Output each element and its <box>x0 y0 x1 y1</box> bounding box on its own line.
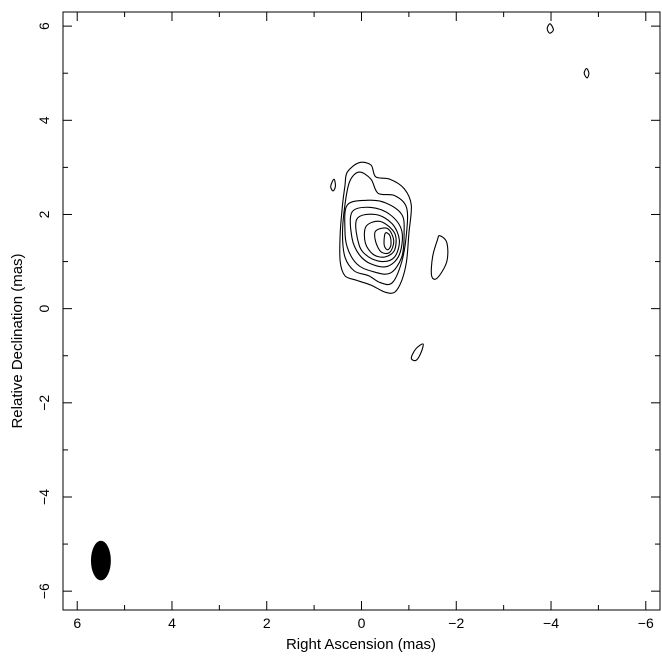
contour-level-7 <box>374 227 395 255</box>
contour-level-5 <box>355 213 400 263</box>
contour-level-1 <box>339 161 412 294</box>
y-tick-label: 2 <box>36 210 52 218</box>
beam-ellipse <box>90 540 111 581</box>
y-tick-label: −6 <box>36 583 52 599</box>
contour-level-8 <box>383 232 392 251</box>
y-tick-label: 4 <box>36 116 52 124</box>
contour-level-2 <box>341 171 409 286</box>
y-tick-label: 0 <box>36 305 52 313</box>
contour-blob-east <box>330 178 336 192</box>
x-tick-label: −6 <box>638 615 654 631</box>
y-tick-label: 6 <box>36 22 52 30</box>
contour-blob-ne-2 <box>583 67 590 79</box>
x-tick-label: 2 <box>263 615 271 631</box>
x-tick-label: 0 <box>358 615 366 631</box>
x-tick-label: 6 <box>73 615 81 631</box>
y-tick-label: −2 <box>36 395 52 411</box>
y-axis-title: Relative Declination (mas) <box>9 253 26 428</box>
contour-blob-ne-1 <box>546 23 554 34</box>
contour-level-6 <box>363 220 397 258</box>
contour-blob-south <box>410 343 424 362</box>
ticks-layer <box>63 12 660 610</box>
beam-layer <box>90 540 111 581</box>
tick-labels-layer: 6 4 2 0 −2 −4 −6 6 4 2 0 −2 −4 −6 <box>36 22 654 631</box>
contour-level-3 <box>344 199 405 275</box>
contour-blob-jet <box>430 235 449 280</box>
plot-frame <box>62 11 661 611</box>
y-tick-label: −4 <box>36 489 52 505</box>
contours-layer <box>330 23 590 362</box>
x-tick-label: 4 <box>168 615 176 631</box>
contour-level-4 <box>349 206 403 268</box>
x-tick-label: −2 <box>448 615 464 631</box>
x-axis-title: Right Ascension (mas) <box>286 636 436 653</box>
x-tick-label: −4 <box>543 615 559 631</box>
